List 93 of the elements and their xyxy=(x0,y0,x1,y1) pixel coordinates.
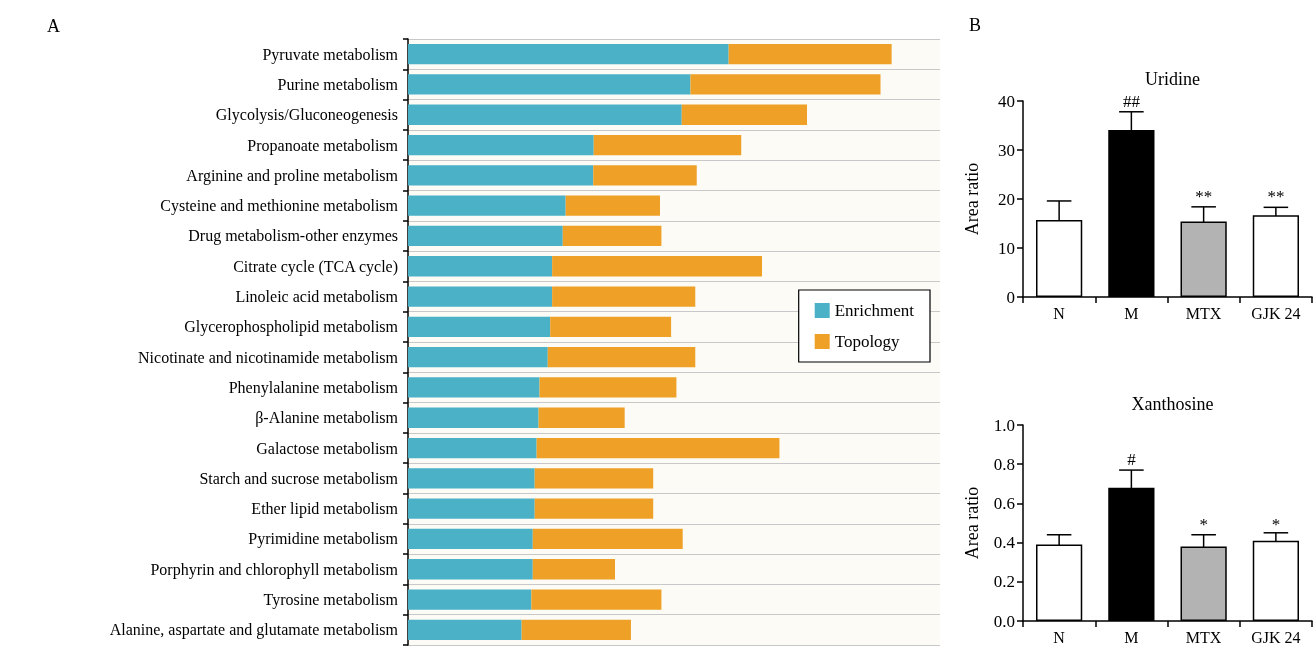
annotation: ** xyxy=(1195,186,1213,206)
y-tick-label: Ether lipid metabolism xyxy=(251,500,399,519)
chart-title: Uridine xyxy=(1145,69,1200,89)
bar xyxy=(547,347,696,368)
y-tick-label: Cysteine and methionine metabolism xyxy=(160,197,399,216)
y-tick-label: Alanine, aspartate and glutamate metabolism xyxy=(109,621,399,640)
bar xyxy=(534,468,654,489)
y-tick-label: Tyrosine metabolism xyxy=(263,591,399,610)
y-tick-label: Glycerophospholipid metabolism xyxy=(184,318,399,337)
y-tick-label: Glycolysis/Gluconeogenesis xyxy=(215,106,398,125)
bar xyxy=(552,256,763,277)
bar xyxy=(408,528,533,550)
y-tick-label: 0.8 xyxy=(993,454,1015,474)
annotation: ** xyxy=(1267,187,1285,207)
bar xyxy=(408,619,522,640)
bar xyxy=(408,498,535,519)
x-tick-label: N xyxy=(1053,304,1066,322)
y-tick-label: 0.6 xyxy=(993,493,1015,513)
bar xyxy=(408,589,532,610)
x-tick-label: MTX xyxy=(1185,628,1222,646)
y-tick-label: Porphyrin and chlorophyll metabolism xyxy=(150,560,399,579)
annotation: ## xyxy=(1122,91,1141,111)
chart-title: Xanthosine xyxy=(1131,394,1214,414)
annotation: * xyxy=(1199,514,1208,534)
bar xyxy=(531,589,662,610)
y-tick-label: 20 xyxy=(998,189,1015,209)
bar xyxy=(593,165,697,186)
text: B xyxy=(969,15,982,35)
legend-label: Topology xyxy=(834,332,901,351)
y-tick-label: Purine metabolism xyxy=(277,75,399,93)
bar xyxy=(728,44,892,65)
y-tick-label: Galactose metabolism xyxy=(256,439,399,457)
bar xyxy=(532,559,615,580)
text: A xyxy=(47,16,60,36)
y-tick-label: β-Alanine metabolism xyxy=(255,409,399,428)
bar xyxy=(562,225,662,247)
x-tick-label: M xyxy=(1124,304,1139,322)
bar xyxy=(565,195,660,216)
bar xyxy=(408,407,539,428)
bar xyxy=(408,377,540,398)
y-axis-title: Area ratio xyxy=(962,486,982,560)
bar xyxy=(408,44,729,65)
bar xyxy=(593,134,742,156)
y-tick-label: Starch and sucrose metabolism xyxy=(199,469,399,487)
y-tick-label: 0.4 xyxy=(993,533,1016,553)
y-tick-label: 1.0 xyxy=(993,415,1015,435)
y-tick-label: 0 xyxy=(1006,287,1015,307)
bar xyxy=(539,377,677,398)
bar xyxy=(534,498,654,519)
bar xyxy=(408,104,682,125)
bar xyxy=(408,347,548,368)
bar xyxy=(408,74,691,95)
x-tick-label: GJK 24 xyxy=(1251,304,1301,322)
bar xyxy=(408,225,563,247)
bar xyxy=(408,468,535,489)
legend-label: Enrichment xyxy=(834,301,915,320)
y-axis-title: Area ratio xyxy=(962,162,982,236)
annotation: # xyxy=(1127,450,1137,470)
bar xyxy=(408,256,553,277)
y-tick-label: Arginine and proline metabolism xyxy=(186,166,399,185)
bar xyxy=(538,407,625,428)
y-tick-label: 10 xyxy=(998,238,1015,258)
y-tick-label: Phenylalanine metabolism xyxy=(228,378,399,397)
bar xyxy=(408,165,594,186)
x-tick-label: GJK 24 xyxy=(1251,628,1301,646)
y-tick-label: Citrate cycle (TCA cycle) xyxy=(233,257,398,276)
bar xyxy=(532,528,683,550)
x-tick-label: M xyxy=(1124,628,1139,646)
bar xyxy=(690,74,881,95)
bar xyxy=(408,195,566,216)
bar xyxy=(408,286,553,307)
y-tick-label: Pyruvate metabolism xyxy=(262,45,399,64)
y-tick-label: 0.0 xyxy=(993,611,1015,631)
bar xyxy=(408,134,594,156)
y-tick-label: Drug metabolism-other enzymes xyxy=(188,227,398,246)
bar xyxy=(550,316,672,337)
y-tick-label: 0.2 xyxy=(993,572,1015,592)
bar xyxy=(408,316,551,337)
bar xyxy=(552,286,696,307)
y-tick-label: Nicotinate and nicotinamide metabolism xyxy=(138,348,399,366)
x-tick-label: N xyxy=(1053,628,1066,646)
bar xyxy=(536,437,780,459)
y-tick-label: Propanoate metabolism xyxy=(247,136,399,155)
x-tick-label: MTX xyxy=(1185,304,1222,322)
y-tick-label: 40 xyxy=(998,91,1015,111)
bar xyxy=(681,104,807,125)
y-tick-label: Pyrimidine metabolism xyxy=(248,530,399,549)
annotation: * xyxy=(1271,514,1281,534)
bar xyxy=(408,559,533,580)
y-tick-label: 30 xyxy=(998,140,1015,160)
bar xyxy=(521,619,631,640)
bar xyxy=(408,437,537,459)
y-tick-label: Linoleic acid metabolism xyxy=(235,288,399,306)
